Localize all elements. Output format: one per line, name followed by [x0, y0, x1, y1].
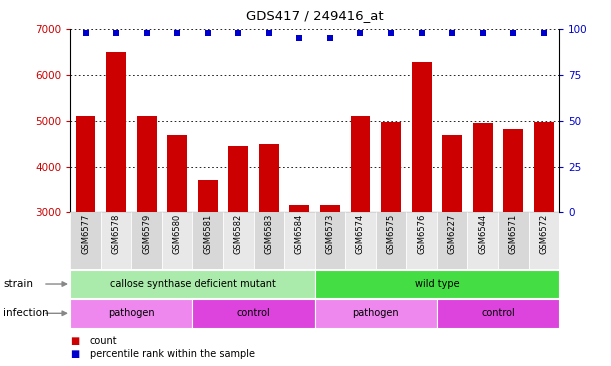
Bar	[473, 123, 492, 212]
Bar	[70, 270, 315, 298]
Point	[478, 30, 488, 36]
Text: GSM6572: GSM6572	[540, 214, 548, 254]
Point	[203, 30, 213, 36]
Text: GSM6574: GSM6574	[356, 214, 365, 254]
Bar	[254, 212, 284, 269]
Bar	[259, 144, 279, 212]
Point	[142, 30, 152, 36]
Bar	[406, 212, 437, 269]
Text: control: control	[236, 308, 271, 318]
Bar	[315, 270, 559, 298]
Bar	[70, 212, 101, 269]
Bar	[101, 212, 131, 269]
Point	[295, 36, 304, 41]
Text: GSM6583: GSM6583	[265, 214, 273, 254]
Bar	[315, 212, 345, 269]
Text: GDS417 / 249416_at: GDS417 / 249416_at	[246, 9, 384, 22]
Bar	[284, 212, 315, 269]
Point	[386, 30, 396, 36]
Point	[325, 36, 335, 41]
Bar	[503, 129, 523, 212]
Bar	[381, 122, 401, 212]
Bar	[106, 52, 126, 212]
Bar	[290, 205, 309, 212]
Text: count: count	[90, 336, 117, 346]
Point	[264, 30, 274, 36]
Text: GSM6577: GSM6577	[81, 214, 90, 254]
Point	[447, 30, 457, 36]
Bar	[442, 134, 462, 212]
Text: GSM6584: GSM6584	[295, 214, 304, 254]
Bar	[131, 212, 162, 269]
Text: control: control	[481, 308, 515, 318]
Text: pathogen: pathogen	[108, 308, 155, 318]
Text: wild type: wild type	[414, 279, 459, 289]
Point	[508, 30, 518, 36]
Bar	[137, 116, 156, 212]
Text: GSM6571: GSM6571	[509, 214, 518, 254]
Text: percentile rank within the sample: percentile rank within the sample	[90, 349, 255, 359]
Text: GSM6544: GSM6544	[478, 214, 487, 254]
Text: GSM6227: GSM6227	[448, 214, 456, 254]
Bar	[198, 180, 218, 212]
Text: callose synthase deficient mutant: callose synthase deficient mutant	[109, 279, 276, 289]
Point	[539, 30, 549, 36]
Bar	[162, 212, 192, 269]
Point	[233, 30, 243, 36]
Point	[111, 30, 121, 36]
Bar	[345, 212, 376, 269]
Bar	[437, 299, 559, 328]
Text: infection: infection	[3, 308, 49, 318]
Text: GSM6573: GSM6573	[326, 214, 334, 254]
Text: ■: ■	[70, 336, 79, 346]
Bar	[192, 212, 223, 269]
Bar	[70, 299, 192, 328]
Bar	[229, 146, 248, 212]
Bar	[192, 299, 315, 328]
Bar	[167, 134, 187, 212]
Bar	[412, 62, 431, 212]
Text: strain: strain	[3, 279, 33, 289]
Text: GSM6580: GSM6580	[173, 214, 181, 254]
Text: GSM6575: GSM6575	[387, 214, 395, 254]
Bar	[437, 212, 467, 269]
Point	[356, 30, 365, 36]
Bar	[315, 299, 437, 328]
Bar	[467, 212, 498, 269]
Text: GSM6581: GSM6581	[203, 214, 212, 254]
Bar	[498, 212, 529, 269]
Point	[417, 30, 426, 36]
Text: GSM6582: GSM6582	[234, 214, 243, 254]
Bar	[320, 205, 340, 212]
Text: GSM6578: GSM6578	[112, 214, 120, 254]
Text: pathogen: pathogen	[353, 308, 399, 318]
Text: ■: ■	[70, 349, 79, 359]
Point	[172, 30, 182, 36]
Text: GSM6576: GSM6576	[417, 214, 426, 254]
Bar	[76, 116, 95, 212]
Bar	[376, 212, 406, 269]
Bar	[223, 212, 254, 269]
Text: GSM6579: GSM6579	[142, 214, 151, 254]
Point	[81, 30, 90, 36]
Bar	[534, 122, 554, 212]
Bar	[529, 212, 559, 269]
Bar	[351, 116, 370, 212]
